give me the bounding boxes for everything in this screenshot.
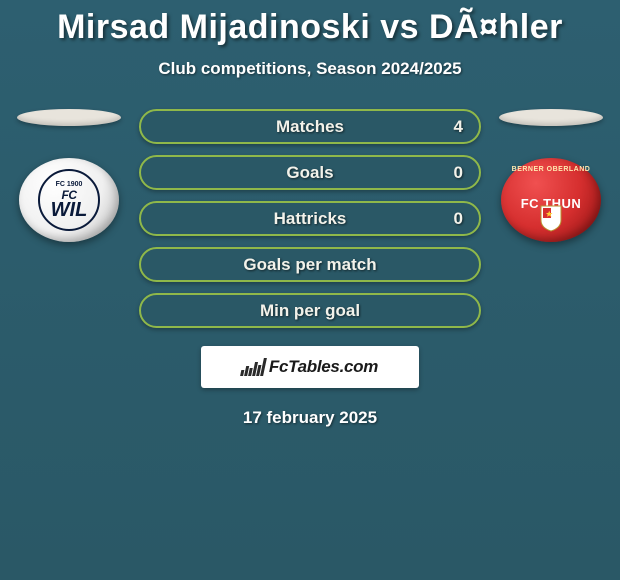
fcwil-logo-icon: FC 1900 FC WIL xyxy=(38,169,100,231)
badge-wil: WIL xyxy=(51,200,88,220)
stat-value: 0 xyxy=(454,209,463,229)
stat-row-matches: Matches 4 xyxy=(139,109,481,144)
player-photo-placeholder-right xyxy=(499,109,603,126)
stats-column: Matches 4 Goals 0 Hattricks 0 Goals per … xyxy=(139,109,481,328)
page-title: Mirsad Mijadinoski vs DÃ¤hler xyxy=(0,8,620,47)
stat-label: Hattricks xyxy=(274,209,347,229)
stat-value: 0 xyxy=(454,163,463,183)
stat-label: Matches xyxy=(276,117,344,137)
bars-icon xyxy=(240,358,267,376)
badge-year: FC 1900 xyxy=(56,181,83,188)
brand-text: FcTables.com xyxy=(269,357,378,377)
shield-icon xyxy=(539,204,563,232)
player-photo-placeholder-left xyxy=(17,109,121,126)
date-label: 17 february 2025 xyxy=(0,408,620,428)
main-row: FC 1900 FC WIL Matches 4 Goals 0 Hattric… xyxy=(0,109,620,328)
brand-watermark[interactable]: FcTables.com xyxy=(201,346,419,388)
stat-label: Goals xyxy=(286,163,333,183)
club-badge-left: FC 1900 FC WIL xyxy=(19,158,119,242)
stat-row-goals-per-match: Goals per match xyxy=(139,247,481,282)
comparison-card: Mirsad Mijadinoski vs DÃ¤hler Club compe… xyxy=(0,0,620,428)
stat-row-goals: Goals 0 xyxy=(139,155,481,190)
right-column: BERNER OBERLAND FC THUN xyxy=(499,109,603,242)
stat-row-hattricks: Hattricks 0 xyxy=(139,201,481,236)
stat-row-min-per-goal: Min per goal xyxy=(139,293,481,328)
left-column: FC 1900 FC WIL xyxy=(17,109,121,242)
club-badge-right: BERNER OBERLAND FC THUN xyxy=(501,158,601,242)
stat-label: Goals per match xyxy=(243,255,376,275)
stat-value: 4 xyxy=(454,117,463,137)
badge-arc-text: BERNER OBERLAND xyxy=(501,166,601,173)
stat-label: Min per goal xyxy=(260,301,360,321)
subtitle: Club competitions, Season 2024/2025 xyxy=(0,59,620,79)
